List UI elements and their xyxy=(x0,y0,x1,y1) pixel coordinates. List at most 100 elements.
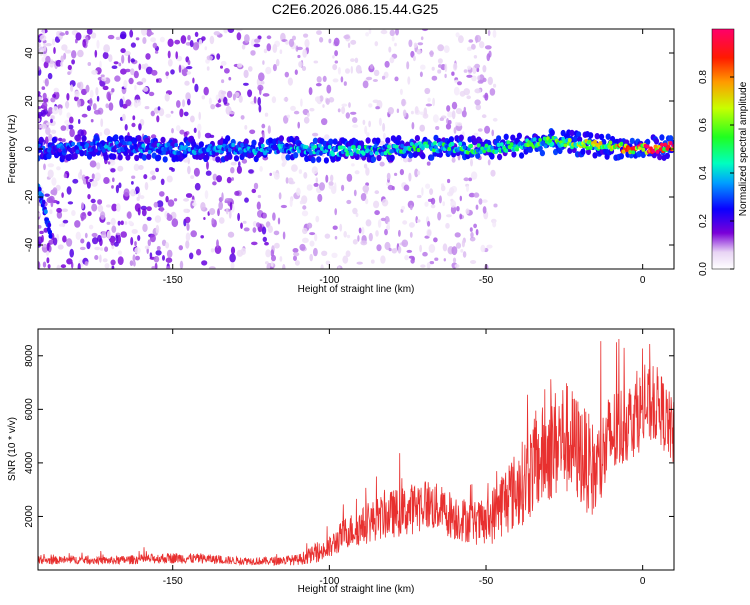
spectrogram-ridge-mark xyxy=(351,145,356,150)
spectrogram-noise-blob xyxy=(165,195,169,203)
spectrogram-noise-blob xyxy=(342,255,349,264)
spectrogram-ridge-mark xyxy=(569,129,575,137)
spectrogram-noise-blob xyxy=(417,42,424,46)
spectrogram-noise-blob xyxy=(258,72,265,82)
spectrogram-noise-blob xyxy=(110,168,116,173)
spectrogram-noise-blob xyxy=(292,248,299,253)
spectrogram-noise-blob xyxy=(297,54,301,59)
spectrogram-noise-blob xyxy=(38,212,41,217)
spectrogram-ridge-mark xyxy=(400,143,404,148)
spectrogram-noise-blob xyxy=(214,245,222,255)
spectrogram-noise-blob xyxy=(309,232,316,236)
spectrogram-noise-blob xyxy=(345,112,350,119)
spectrogram-noise-blob xyxy=(463,106,466,113)
spectrogram-ridge-mark xyxy=(89,141,94,146)
spectrogram-noise-blob xyxy=(387,221,390,229)
spectrogram-noise-blob xyxy=(489,88,496,96)
spectrogram-ridge-mark xyxy=(489,153,495,160)
spectrogram-noise-blob xyxy=(244,125,248,130)
spectrogram-noise-blob xyxy=(129,189,137,197)
spectrogram-noise-blob xyxy=(60,264,67,269)
spectrogram-noise-blob xyxy=(463,177,469,182)
spectrogram-noise-blob xyxy=(272,43,278,53)
spectrogram-noise-blob xyxy=(155,224,160,234)
spectrogram-ridge-mark xyxy=(62,148,67,153)
spectrogram-noise-blob xyxy=(77,49,84,58)
spectrogram-noise-blob xyxy=(220,90,227,95)
colorbar-gradient xyxy=(712,29,734,269)
spectrogram-noise-blob xyxy=(427,97,431,103)
spectrogram-noise-blob xyxy=(67,71,71,75)
spectrogram-noise-blob xyxy=(447,120,452,125)
spectrogram-noise-blob xyxy=(422,29,428,32)
spectrogram-ridge-mark xyxy=(389,154,395,161)
spectrogram-noise-blob xyxy=(402,220,408,225)
spectrogram-noise-blob xyxy=(91,232,98,238)
spectrogram-ridge-mark xyxy=(577,136,583,143)
spectrogram-noise-blob xyxy=(259,166,263,172)
spectrogram-noise-blob xyxy=(251,188,257,194)
spectrogram-noise-blob xyxy=(138,63,142,71)
colorbar-ticks: 0.0 0.2 0.4 0.6 0.8 xyxy=(698,70,734,276)
spectrogram-ridge-mark xyxy=(629,137,635,145)
spectrogram-noise-blob xyxy=(138,123,142,131)
spectrogram-noise-blob xyxy=(137,235,141,241)
spectrogram-noise-blob xyxy=(250,50,256,56)
spectrogram-noise-blob xyxy=(123,188,130,197)
spectrogram-noise-blob xyxy=(340,76,344,83)
spectrogram-noise-blob xyxy=(134,203,141,212)
snr-xtick-label: -50 xyxy=(479,576,494,587)
spectrogram-noise-blob xyxy=(147,31,154,36)
spectrogram-noise-blob xyxy=(244,197,249,203)
spectrogram-noise-blob xyxy=(179,260,184,269)
spectrogram-noise-blob xyxy=(85,175,89,185)
spectrogram-ridge-mark xyxy=(92,145,96,150)
spectrogram-noise-blob xyxy=(429,261,435,265)
spectrogram-noise-blob xyxy=(96,162,101,170)
spectrogram-noise-blob xyxy=(107,161,111,165)
spectrogram-noise-blob xyxy=(302,227,308,235)
spectrogram-noise-blob xyxy=(154,262,158,269)
spectrogram-xtick-label: 0 xyxy=(640,275,646,286)
spectrogram-ridge-mark xyxy=(549,129,555,136)
spectrogram-noise-blob xyxy=(71,210,76,216)
spectrogram-noise-blob xyxy=(228,210,232,219)
spectrogram-ridge-mark xyxy=(582,143,586,149)
spectrogram-noise-blob xyxy=(65,30,69,35)
spectrogram-noise-blob xyxy=(123,79,128,89)
spectrogram-noise-blob xyxy=(462,251,467,258)
spectrogram-noise-blob xyxy=(252,220,257,227)
spectrogram-ridge-mark xyxy=(432,148,436,153)
spectrogram-noise-blob xyxy=(378,117,382,126)
spectrogram-ridge-mark xyxy=(598,141,603,146)
spectrogram-noise-blob xyxy=(399,88,403,95)
spectrogram-noise-blob xyxy=(50,115,56,120)
spectrogram-noise-blob xyxy=(69,116,74,124)
spectrogram-noise-blob xyxy=(451,157,456,163)
spectrogram-noise-blob xyxy=(227,29,235,33)
spectrogram-noise-blob xyxy=(482,65,487,73)
spectrogram-noise-blob xyxy=(293,255,297,261)
spectrogram-ridge-mark xyxy=(429,154,435,161)
spectrogram-noise-blob xyxy=(104,246,109,252)
spectrogram-noise-blob xyxy=(455,32,460,38)
spectrogram-ridge-mark xyxy=(548,138,552,143)
spectrogram-noise-blob xyxy=(446,105,451,112)
spectrogram-noise-blob xyxy=(181,67,188,77)
spectrogram-noise-blob xyxy=(78,119,81,124)
spectrogram-noise-blob xyxy=(414,106,419,114)
spectrogram-noise-blob xyxy=(476,67,480,73)
spectrogram-noise-blob xyxy=(229,111,235,115)
spectrogram-noise-blob xyxy=(288,38,295,48)
spectrogram-noise-blob xyxy=(401,205,405,210)
spectrogram-noise-blob xyxy=(262,93,270,97)
spectrogram-noise-blob xyxy=(311,166,318,175)
spectrogram-branch-mark xyxy=(41,199,46,205)
spectrogram-noise-blob xyxy=(430,197,436,205)
spectrogram-noise-blob xyxy=(197,130,201,140)
spectrogram-noise-blob xyxy=(263,48,268,54)
spectrogram-ridge-mark xyxy=(94,136,100,143)
spectrogram-noise-blob xyxy=(286,114,291,119)
spectrogram-noise-blob xyxy=(66,124,69,132)
